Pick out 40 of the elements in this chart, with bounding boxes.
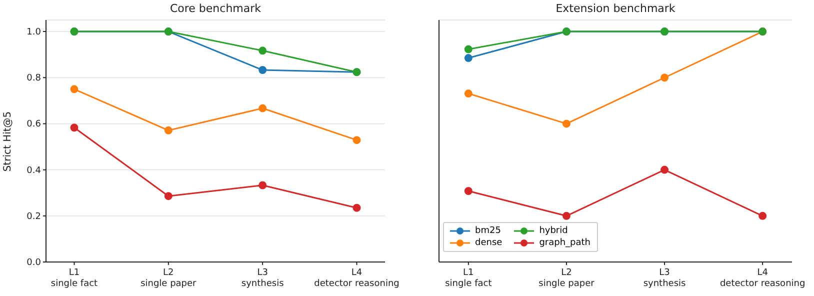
- legend-label: dense: [475, 238, 502, 248]
- point: [464, 54, 472, 62]
- y-axis-title: Strict Hit@5: [2, 110, 14, 172]
- point: [70, 124, 78, 132]
- point: [258, 104, 267, 112]
- x-tick-label: L4 detector reasoning: [720, 268, 806, 289]
- point: [164, 126, 172, 134]
- point: [258, 46, 267, 55]
- x-tick-label: L2 single paper: [538, 268, 595, 289]
- chart-title: Core benchmark: [168, 2, 262, 15]
- point: [464, 187, 472, 196]
- x-tick-label: L4 detector reasoning: [314, 268, 400, 289]
- y-tick-label: 0.0: [26, 258, 42, 268]
- point: [562, 212, 570, 220]
- x-tick-label: L1 single fact: [50, 268, 98, 289]
- point: [70, 85, 78, 94]
- legend-label: graph_path: [539, 238, 590, 248]
- point: [258, 181, 267, 190]
- point: [164, 192, 172, 200]
- legend-label: hybrid: [539, 226, 568, 236]
- point: [464, 45, 472, 54]
- x-tick-label: L2 single paper: [140, 268, 197, 289]
- y-tick-label: 0.2: [26, 212, 41, 222]
- point: [464, 90, 472, 98]
- point: [660, 166, 669, 174]
- point: [758, 212, 767, 220]
- point: [352, 204, 361, 212]
- x-tick-label: L1 single fact: [445, 268, 492, 289]
- y-tick-label: 0.4: [26, 166, 42, 176]
- point: [660, 74, 669, 82]
- point: [352, 136, 361, 144]
- point: [258, 66, 267, 74]
- point: [562, 120, 570, 128]
- chart-title: Extension benchmark: [554, 2, 676, 15]
- y-tick-label: 0.8: [26, 74, 42, 84]
- y-tick-label: 1.0: [26, 28, 42, 38]
- legend-label: bm25: [475, 226, 501, 236]
- x-tick-label: L3 synthesis: [241, 268, 284, 289]
- x-tick-label: L3 synthesis: [643, 268, 686, 289]
- y-tick-label: 0.6: [26, 120, 42, 130]
